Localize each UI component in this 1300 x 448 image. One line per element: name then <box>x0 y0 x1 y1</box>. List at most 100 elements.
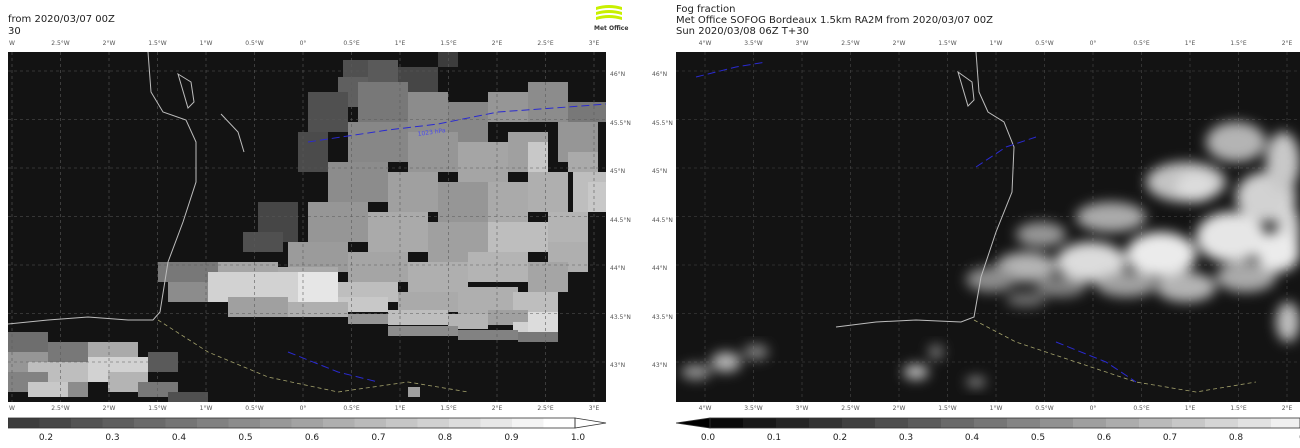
right-lat-1: 45.5°N <box>652 119 673 127</box>
right-lon-bottom-11: 1.5°E <box>1230 405 1247 412</box>
left-fog-cell-22 <box>438 182 488 222</box>
right-lat-6: 43°N <box>652 362 668 369</box>
left-colorbar-segment-5 <box>165 418 197 428</box>
left-lat-5: 43.5°N <box>610 313 631 321</box>
left-fog-cell-72 <box>168 392 208 402</box>
left-lat-6: 43°N <box>610 362 626 369</box>
left-lon-top-4: 1°W <box>199 40 213 47</box>
right-lat-5: 43.5°N <box>652 313 673 321</box>
right-colorbar-segment-3 <box>809 418 842 428</box>
left-lon-bottom-6: 0° <box>299 405 307 412</box>
left-fog-cell-15 <box>548 212 588 242</box>
right-lat-4: 44°N <box>652 265 668 272</box>
right-fog-blob-8 <box>1076 202 1146 232</box>
left-fog-cell-24 <box>528 172 568 212</box>
left-fog-cell-48 <box>448 314 488 329</box>
right-fog-blob-2 <box>1126 232 1196 277</box>
left-map-svg: 1023 hPa <box>8 52 606 402</box>
right-lon-top-1: 3.5°W <box>744 40 763 47</box>
left-lon-top-1: 2.5°W <box>51 40 70 47</box>
right-lon-top-4: 2°W <box>892 40 906 47</box>
right-colorbar-segment-13 <box>1139 418 1172 428</box>
right-colorbar-segment-12 <box>1106 418 1139 428</box>
left-colorbar-segment-12 <box>386 418 418 428</box>
left-fog-cell-16 <box>348 122 408 162</box>
right-lon-bottom-12: 2°E <box>1281 405 1293 412</box>
right-lat-0: 46°N <box>652 71 668 78</box>
right-colorbar-segment-15 <box>1205 418 1238 428</box>
left-fog-cell-6 <box>298 132 328 172</box>
right-colorbar-segment-6 <box>908 418 941 428</box>
left-colorbar-frame <box>8 417 576 429</box>
right-coastline <box>835 52 1015 328</box>
right-colorbar-segment-5 <box>875 418 908 428</box>
left-lon-bottom-8: 1°E <box>394 405 406 412</box>
left-fog-cell-17 <box>408 132 458 172</box>
right-fog-sw <box>681 344 986 387</box>
left-fog-cell-57 <box>518 332 558 342</box>
right-fog-sw-blob-0 <box>681 364 711 380</box>
left-isobar <box>307 103 606 143</box>
right-fog-blob-15 <box>1276 302 1300 342</box>
met-office-logo: Met Office <box>594 3 628 32</box>
left-lon-top-5: 0.5°W <box>245 40 264 47</box>
left-lon-bottom-1: 2.5°W <box>51 405 70 412</box>
right-cb-label-8: 0.8 <box>1228 433 1244 443</box>
left-fog-cell-21 <box>388 172 438 212</box>
left-fog-cell-74 <box>528 142 548 172</box>
left-cb-label-3: 0.5 <box>238 433 253 443</box>
left-cb-label-1: 0.3 <box>105 433 120 443</box>
right-colorbar-segment-9 <box>1007 418 1040 428</box>
right-lon-top-11: 1.5°E <box>1230 40 1247 47</box>
right-fog-blob-10 <box>966 267 1016 292</box>
left-lon-bottom-12: 3°E <box>588 405 600 412</box>
right-lon-bottom-10: 1°E <box>1184 405 1196 412</box>
left-lon-top-8: 1°E <box>394 40 406 47</box>
left-fog-cell-9 <box>408 92 448 132</box>
right-fog-sw-blob-1 <box>711 352 741 372</box>
left-colorbar <box>8 416 608 430</box>
left-ile-de-re <box>177 72 195 109</box>
left-lon-top-0: W <box>9 40 15 47</box>
right-ile-de-re <box>957 70 975 107</box>
right-lon-top-5: 1.5°W <box>938 40 957 47</box>
right-title-model: Met Office SOFOG Bordeaux 1.5km RA2M fro… <box>676 15 994 26</box>
met-office-logo-text: Met Office <box>594 25 629 32</box>
left-fog-cell-52 <box>228 297 288 317</box>
right-map-panel: Fog fraction Met Office SOFOG Bordeaux 1… <box>650 0 1300 448</box>
right-fog-blob-19 <box>1256 232 1300 272</box>
right-lon-bottom-2: 3°W <box>795 405 809 412</box>
right-colorbar-segment-10 <box>1040 418 1073 428</box>
left-fog-cell-58 <box>568 102 606 122</box>
left-coastline <box>8 52 197 325</box>
right-lon-top-8: 0° <box>1089 40 1097 47</box>
left-fog-cell-35 <box>243 232 283 252</box>
left-colorbar-segment-2 <box>71 418 103 428</box>
left-lon-bottom-7: 0.5°E <box>343 405 360 412</box>
right-fog-sw-blob-4 <box>966 377 986 387</box>
left-colorbar-segment-10 <box>323 418 355 428</box>
right-fog-sw-blob-3 <box>903 364 929 380</box>
left-lon-bottom-3: 1.5°W <box>148 405 167 412</box>
left-lon-bottom-2: 2°W <box>102 405 116 412</box>
right-lon-bottom-0: 4°W <box>698 405 712 412</box>
left-gironde <box>220 113 245 153</box>
left-fog-cell-33 <box>468 252 528 282</box>
right-cb-label-3: 0.3 <box>898 433 914 443</box>
left-lat-0: 46°N <box>610 71 626 78</box>
left-border <box>157 319 469 393</box>
right-map-area <box>676 52 1300 402</box>
left-lon-top-12: 3°E <box>588 40 600 47</box>
left-colorbar-segment-7 <box>228 418 260 428</box>
right-colorbar-segment-8 <box>974 418 1007 428</box>
left-lon-top-7: 0.5°E <box>343 40 360 47</box>
right-colorbar <box>676 416 1300 430</box>
left-fog-cell-12 <box>528 82 568 122</box>
left-fog-cell-25 <box>308 202 368 242</box>
left-fog-cell-51 <box>528 312 558 332</box>
left-fog-cell-75 <box>568 152 598 172</box>
left-lon-top-9: 1.5°E <box>440 40 457 47</box>
right-lon-top-9: 0.5°E <box>1133 40 1150 47</box>
left-fog-cell-70 <box>68 382 88 397</box>
left-lon-bottom-10: 2°E <box>491 405 503 412</box>
